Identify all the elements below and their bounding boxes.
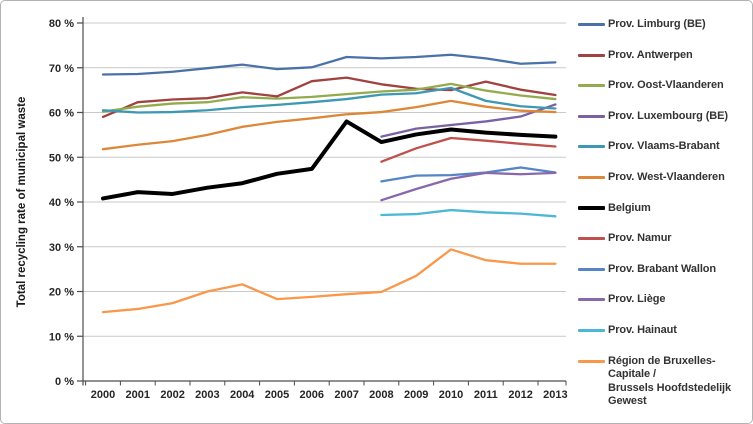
x-tick-label: 2009 bbox=[404, 389, 428, 401]
legend-label-prov-antwerpen: Prov. Antwerpen bbox=[608, 48, 693, 61]
y-tick-label: 30 % bbox=[49, 242, 74, 254]
legend-swatch-prov-liege bbox=[578, 298, 605, 302]
legend-swatch-prov-hainaut bbox=[578, 328, 605, 332]
legend-swatch-prov-antwerpen bbox=[578, 53, 605, 57]
x-tick-label: 2001 bbox=[126, 389, 150, 401]
legend-swatch-prov-west-vlaanderen bbox=[578, 175, 605, 179]
legend-swatch-prov-vlaams-brabant bbox=[578, 145, 605, 149]
legend-item-prov-west-vlaanderen: Prov. West-Vlaanderen bbox=[578, 171, 750, 202]
legend-label-belgium: Belgium bbox=[608, 201, 651, 214]
series-line-prov-liege bbox=[380, 171, 557, 202]
x-tick-label: 2004 bbox=[230, 389, 255, 401]
chart-legend: Prov. Limburg (BE) Prov. Antwerpen Prov. O… bbox=[578, 18, 750, 409]
x-tick-label: 2008 bbox=[369, 389, 393, 401]
legend-item-prov-namur: Prov. Namur bbox=[578, 232, 750, 263]
legend-label-region-bruxelles-brussels: Région de Bruxelles-Capitale / Brussels H… bbox=[608, 354, 732, 408]
legend-label-prov-oost-vlaanderen: Prov. Oost-Vlaanderen bbox=[608, 79, 724, 92]
legend-swatch-prov-namur bbox=[578, 237, 605, 241]
series-line-prov-vlaams-brabant bbox=[101, 86, 557, 114]
legend-swatch-region-bruxelles-brussels bbox=[578, 359, 605, 363]
legend-item-belgium: Belgium bbox=[578, 202, 750, 233]
legend-label-prov-liege: Prov. Liège bbox=[608, 293, 666, 306]
legend-item-prov-vlaams-brabant: Prov. Vlaams-Brabant bbox=[578, 140, 750, 171]
legend-label-prov-hainaut: Prov. Hainaut bbox=[608, 323, 677, 336]
x-tick-label: 2012 bbox=[508, 389, 532, 401]
x-tick-label: 2007 bbox=[334, 389, 358, 401]
legend-label-prov-limburg-be: Prov. Limburg (BE) bbox=[608, 18, 706, 30]
legend-item-prov-oost-vlaanderen: Prov. Oost-Vlaanderen bbox=[578, 79, 750, 110]
legend-item-prov-liege: Prov. Liège bbox=[578, 293, 750, 324]
legend-item-prov-antwerpen: Prov. Antwerpen bbox=[578, 49, 750, 80]
series-line-prov-namur bbox=[380, 136, 557, 163]
series-line-prov-oost-vlaanderen bbox=[101, 82, 557, 113]
y-axis-title: Total recycling rate of municipal waste bbox=[16, 97, 28, 308]
legend-label-prov-luxembourg-be: Prov. Luxembourg (BE) bbox=[608, 109, 728, 122]
y-tick-label: 70 % bbox=[49, 63, 74, 75]
series-line-belgium bbox=[101, 119, 558, 201]
legend-label-prov-west-vlaanderen: Prov. West-Vlaanderen bbox=[608, 170, 725, 183]
legend-label-prov-namur: Prov. Namur bbox=[608, 232, 672, 245]
x-tick-label: 2011 bbox=[474, 389, 498, 401]
series-line-prov-antwerpen bbox=[101, 76, 557, 119]
legend-swatch-prov-luxembourg-be bbox=[578, 114, 605, 118]
y-tick-label: 10 % bbox=[49, 331, 74, 343]
x-tick-label: 2013 bbox=[543, 389, 567, 401]
x-tick-label: 2003 bbox=[195, 389, 219, 401]
x-tick-label: 2000 bbox=[91, 389, 115, 401]
x-tick-label: 2002 bbox=[160, 389, 184, 401]
legend-swatch-prov-oost-vlaanderen bbox=[578, 84, 605, 88]
y-tick-label: 20 % bbox=[49, 287, 74, 299]
legend-item-region-bruxelles-brussels: Région de Bruxelles-Capitale / Brussels H… bbox=[578, 355, 750, 409]
legend-swatch-prov-limburg-be bbox=[578, 23, 605, 26]
y-tick-label: 0 % bbox=[55, 376, 74, 388]
series-line-region-bruxelles-brussels bbox=[101, 248, 557, 314]
y-tick-label: 40 % bbox=[49, 197, 74, 209]
legend-item-prov-limburg-be: Prov. Limburg (BE) bbox=[578, 18, 750, 49]
legend-item-prov-brabant-wallon: Prov. Brabant Wallon bbox=[578, 263, 750, 294]
series-line-prov-hainaut bbox=[380, 208, 557, 218]
x-tick-label: 2006 bbox=[300, 389, 324, 401]
legend-label-prov-vlaams-brabant: Prov. Vlaams-Brabant bbox=[608, 140, 720, 153]
y-tick-label: 50 % bbox=[49, 152, 74, 164]
y-tick-label: 60 % bbox=[49, 108, 74, 120]
legend-item-prov-luxembourg-be: Prov. Luxembourg (BE) bbox=[578, 110, 750, 141]
x-tick-label: 2010 bbox=[439, 389, 463, 401]
y-tick-label: 80 % bbox=[49, 18, 74, 30]
legend-swatch-belgium bbox=[578, 205, 605, 211]
legend-swatch-prov-brabant-wallon bbox=[578, 267, 605, 271]
series-line-prov-luxembourg-be bbox=[380, 103, 557, 138]
series-line-prov-west-vlaanderen bbox=[101, 99, 557, 151]
legend-label-prov-brabant-wallon: Prov. Brabant Wallon bbox=[608, 262, 717, 275]
series-line-prov-limburg-be bbox=[101, 53, 557, 76]
x-tick-label: 2005 bbox=[265, 389, 289, 401]
legend-item-prov-hainaut: Prov. Hainaut bbox=[578, 324, 750, 355]
series-line-prov-brabant-wallon bbox=[380, 166, 557, 183]
